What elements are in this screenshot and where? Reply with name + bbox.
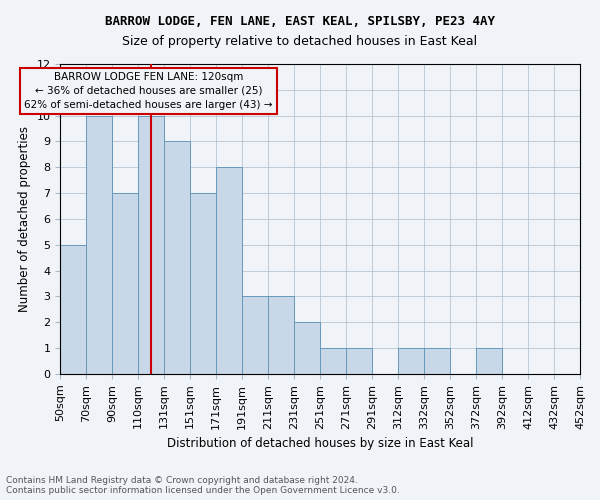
Text: BARROW LODGE, FEN LANE, EAST KEAL, SPILSBY, PE23 4AY: BARROW LODGE, FEN LANE, EAST KEAL, SPILS… — [105, 15, 495, 28]
Y-axis label: Number of detached properties: Number of detached properties — [18, 126, 31, 312]
Bar — [242, 296, 268, 374]
X-axis label: Distribution of detached houses by size in East Keal: Distribution of detached houses by size … — [167, 437, 473, 450]
Bar — [138, 116, 164, 374]
Text: Contains HM Land Registry data © Crown copyright and database right 2024.
Contai: Contains HM Land Registry data © Crown c… — [6, 476, 400, 495]
Bar — [424, 348, 450, 374]
Bar — [60, 245, 86, 374]
Bar — [320, 348, 346, 374]
Bar — [164, 142, 190, 374]
Bar — [398, 348, 424, 374]
Bar — [476, 348, 502, 374]
Bar — [346, 348, 372, 374]
Bar — [112, 193, 138, 374]
Bar — [190, 193, 216, 374]
Text: BARROW LODGE FEN LANE: 120sqm
← 36% of detached houses are smaller (25)
62% of s: BARROW LODGE FEN LANE: 120sqm ← 36% of d… — [25, 72, 273, 110]
Bar — [294, 322, 320, 374]
Bar — [216, 168, 242, 374]
Bar — [86, 116, 112, 374]
Bar — [268, 296, 294, 374]
Text: Size of property relative to detached houses in East Keal: Size of property relative to detached ho… — [122, 35, 478, 48]
